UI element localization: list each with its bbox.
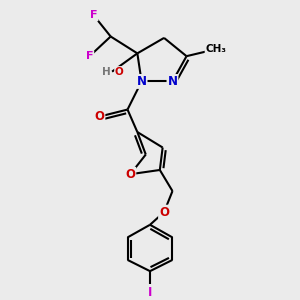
- Text: O: O: [94, 110, 104, 123]
- Text: N: N: [136, 75, 147, 88]
- Text: F: F: [90, 11, 98, 20]
- Text: O: O: [115, 67, 124, 76]
- Text: O: O: [159, 206, 169, 219]
- Text: F: F: [86, 51, 93, 61]
- Text: H: H: [102, 67, 111, 76]
- Text: N: N: [167, 75, 178, 88]
- Text: O: O: [125, 168, 135, 181]
- Text: I: I: [148, 286, 152, 299]
- Text: CH₃: CH₃: [206, 44, 226, 54]
